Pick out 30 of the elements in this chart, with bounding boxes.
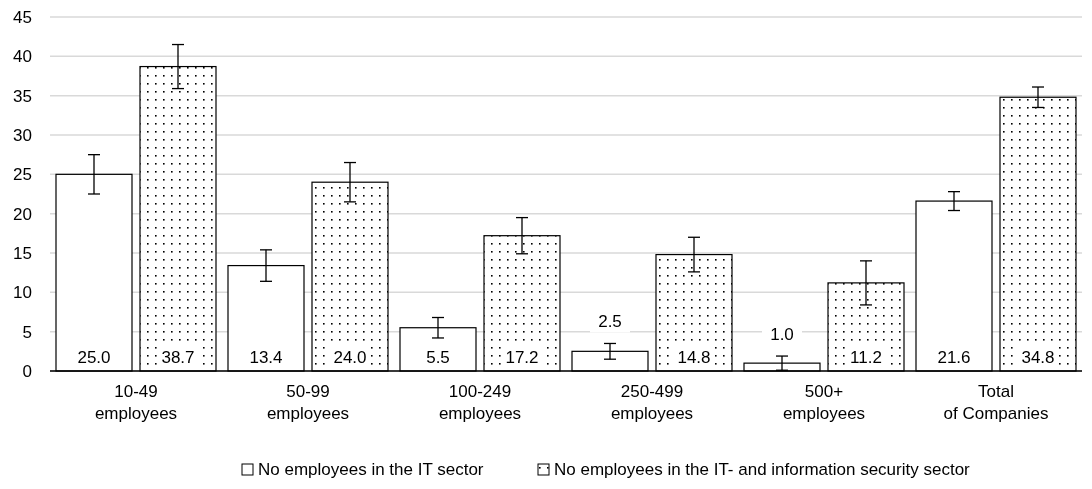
data-label: 21.6 <box>937 348 971 367</box>
data-label: 14.8 <box>677 348 711 367</box>
y-tick-label: 15 <box>13 244 32 263</box>
data-label: 38.7 <box>161 348 195 367</box>
x-tick-label: 10-49 employees <box>94 382 178 423</box>
y-tick-label: 20 <box>13 204 32 224</box>
y-tick-label: 10 <box>13 283 32 303</box>
x-tick-label: 250-499 employees <box>610 382 694 423</box>
data-label: 1.0 <box>770 325 794 345</box>
x-tick-label: Total of Companies <box>943 382 1049 423</box>
x-tick-label: 100-249 employees <box>438 382 522 423</box>
x-tick-label: 500+ employees <box>782 382 866 423</box>
x-tick-label: 50-99 employees <box>266 382 350 423</box>
y-tick-label: 40 <box>13 47 32 67</box>
data-label: 5.5 <box>426 348 450 367</box>
data-label: 17.2 <box>505 348 539 367</box>
y-tick-label: 30 <box>13 126 32 145</box>
data-label: 2.5 <box>598 312 622 332</box>
y-tick-label: 35 <box>13 86 32 106</box>
data-label: 11.2 <box>850 348 882 367</box>
y-tick-label: 0 <box>22 362 32 381</box>
legend-label: No employees in the IT- and information security sector <box>554 460 971 479</box>
data-label: 34.8 <box>1021 348 1055 367</box>
y-tick-label: 5 <box>22 322 32 342</box>
data-label: 25.0 <box>77 348 111 367</box>
legend-label: No employees in the IT sector <box>258 460 484 479</box>
data-label: 13.4 <box>249 348 283 367</box>
y-tick-label: 25 <box>13 165 32 185</box>
data-label: 24.0 <box>333 348 367 367</box>
y-tick-label: 45 <box>13 8 32 27</box>
